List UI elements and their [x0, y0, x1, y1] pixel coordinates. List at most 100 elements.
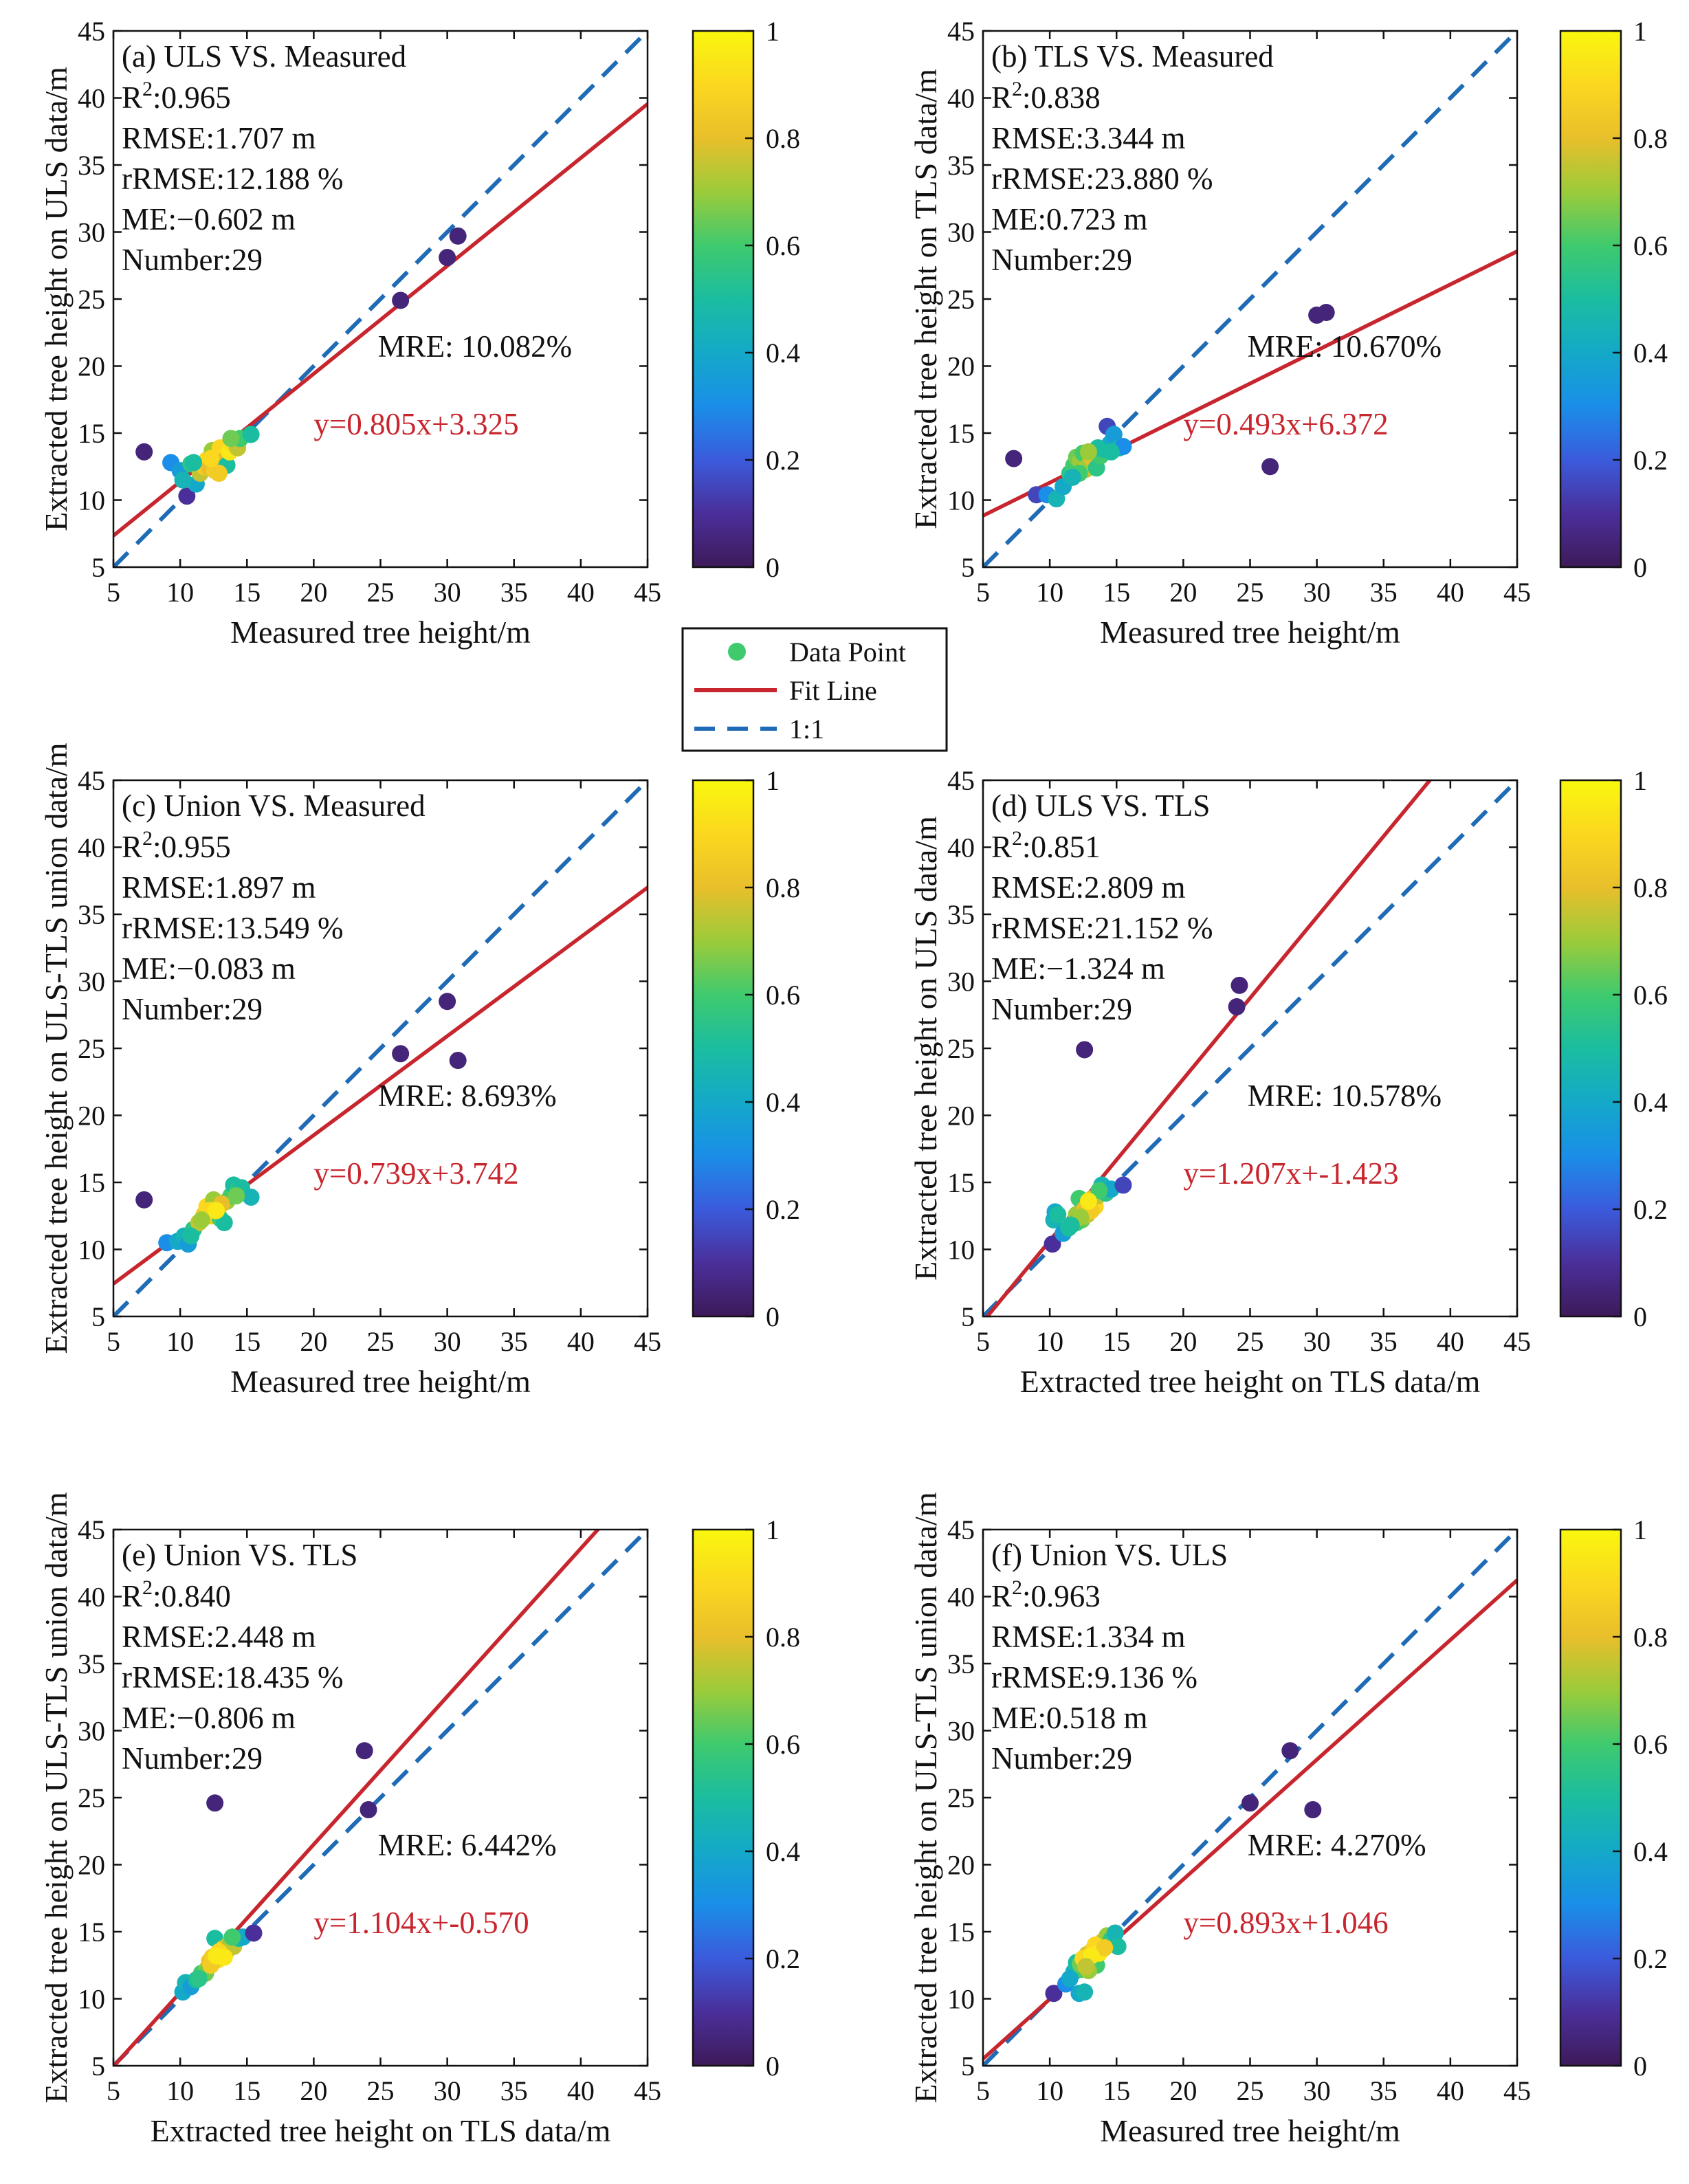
y-tick-label: 15	[78, 1167, 105, 1198]
colorbar	[692, 1528, 755, 2067]
y-tick-label: 30	[947, 1716, 975, 1747]
colorbar-tick-label: 0.6	[766, 230, 800, 261]
x-tick-label: 10	[1036, 1326, 1063, 1357]
data-point	[1109, 1937, 1127, 1955]
colorbar-tick-label: 0.6	[1633, 230, 1668, 261]
x-tick-label: 30	[434, 1326, 461, 1357]
x-tick-label: 35	[1370, 577, 1398, 608]
x-tick-label: 20	[1169, 577, 1197, 608]
colorbar	[1559, 779, 1622, 1318]
legend-label-one-to-one: 1:1	[789, 714, 824, 744]
y-tick-label: 40	[78, 83, 105, 114]
x-axis-label: Measured tree height/m	[230, 1364, 531, 1399]
colorbar-tick-label: 0.2	[1633, 445, 1668, 476]
x-tick-label: 20	[300, 1326, 327, 1357]
y-axis-label: Extracted tree height on TLS data/m	[908, 69, 943, 529]
data-points	[135, 227, 467, 505]
data-point	[449, 1052, 467, 1070]
colorbar-tick-label: 0.4	[766, 1836, 800, 1867]
fit-equation: y=0.893x+1.046	[1183, 1906, 1388, 1940]
data-point	[1281, 1742, 1299, 1760]
r-squared-label: R2:0.838	[991, 78, 1101, 115]
y-tick-label: 20	[78, 351, 105, 382]
x-tick-label: 40	[1437, 577, 1464, 608]
colorbar-tick-label: 0.4	[1633, 1087, 1668, 1118]
data-point	[1045, 1985, 1063, 2003]
x-tick-label: 15	[233, 577, 261, 608]
r-squared-label: R2:0.965	[122, 78, 231, 115]
y-axis-label: Extracted tree height on ULS-TLS union d…	[38, 742, 74, 1354]
r-superscript: 2	[1012, 78, 1022, 100]
y-tick-label: 5	[91, 552, 105, 583]
colorbar-tick-label: 1	[1633, 1514, 1647, 1545]
stat-label: rRMSE:21.152 %	[991, 911, 1213, 945]
data-point	[208, 1947, 225, 1965]
data-point	[1062, 1216, 1080, 1234]
x-tick-label: 20	[1169, 2075, 1197, 2106]
y-tick-label: 45	[947, 16, 975, 47]
data-point	[392, 1045, 410, 1063]
panel-title: (c) Union VS. Measured	[122, 788, 426, 823]
r-letter: R	[122, 830, 142, 864]
colorbar-tick-label: 0.6	[1633, 980, 1668, 1011]
x-tick-label: 40	[1437, 2075, 1464, 2106]
y-tick-label: 5	[91, 2051, 105, 2082]
data-point	[1079, 443, 1097, 461]
plot-frame	[982, 30, 1519, 569]
y-tick-label: 20	[78, 1850, 105, 1881]
stat-label: Number:29	[991, 992, 1132, 1026]
mre-label: MRE: 8.693%	[378, 1079, 557, 1113]
data-point	[1076, 1983, 1094, 2001]
colorbar-tick-label: 0.4	[1633, 338, 1668, 368]
stat-label: rRMSE:23.880 %	[991, 162, 1213, 196]
colorbar-tick-label: 0.4	[766, 338, 800, 368]
y-tick-label: 35	[78, 150, 105, 181]
data-point	[439, 249, 456, 267]
y-tick-label: 25	[947, 284, 975, 315]
dot-icon	[728, 643, 746, 661]
plot-frame	[982, 1528, 1519, 2067]
legend-label-data-point: Data Point	[789, 637, 906, 668]
data-point	[1079, 1192, 1097, 1210]
x-tick-label: 5	[976, 2075, 990, 2106]
data-point	[1063, 468, 1081, 486]
y-tick-label: 35	[947, 150, 975, 181]
x-tick-label: 30	[1303, 577, 1331, 608]
stat-label: Number:29	[122, 1741, 263, 1776]
data-point	[1102, 443, 1120, 461]
x-axis-label: Extracted tree height on TLS data/m	[1020, 1364, 1481, 1399]
stat-label: ME:0.518 m	[991, 1701, 1148, 1735]
colorbar-tick-label: 0.2	[766, 1943, 800, 1974]
y-tick-label: 30	[947, 967, 975, 997]
y-tick-label: 40	[947, 1582, 975, 1613]
data-point	[182, 1227, 200, 1245]
x-tick-label: 40	[567, 577, 595, 608]
y-tick-label: 15	[947, 418, 975, 449]
fit-equation: y=0.805x+3.325	[313, 407, 518, 441]
data-point	[1049, 1206, 1067, 1224]
colorbar-tick-label: 0.8	[766, 872, 800, 903]
y-tick-label: 35	[78, 1648, 105, 1679]
one-to-one-line	[983, 31, 1517, 567]
data-point	[1077, 1958, 1095, 1976]
panel-title: (b) TLS VS. Measured	[991, 39, 1274, 74]
data-point	[222, 430, 240, 448]
colorbar-tick-label: 0.8	[1633, 1622, 1668, 1653]
x-tick-label: 40	[567, 2075, 595, 2106]
data-point	[449, 227, 467, 245]
x-tick-label: 45	[1503, 2075, 1531, 2106]
legend-label-fit-line: Fit Line	[789, 675, 877, 706]
data-point	[392, 291, 410, 309]
data-point	[355, 1742, 373, 1760]
colorbar	[1559, 30, 1622, 569]
x-tick-label: 25	[1237, 2075, 1264, 2106]
x-tick-label: 30	[434, 577, 461, 608]
data-points	[174, 1742, 377, 2001]
colorbar-tick-label: 0.8	[1633, 123, 1668, 154]
stat-label: Number:29	[991, 243, 1132, 277]
y-tick-label: 25	[78, 1783, 105, 1813]
data-point	[1114, 1176, 1132, 1194]
